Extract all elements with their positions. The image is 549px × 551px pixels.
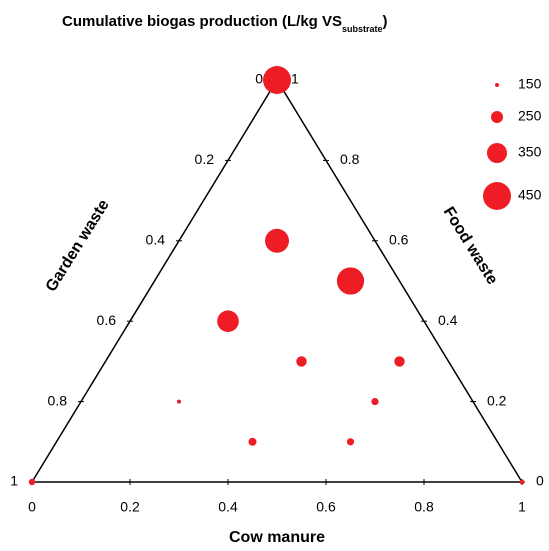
bubble (28, 478, 36, 486)
legend-bubble (491, 111, 503, 123)
bubble (371, 398, 379, 406)
left-axis-title: Garden waste (43, 197, 113, 295)
left-tick-label: 0 (255, 71, 263, 87)
left-tick-label: 0.8 (48, 392, 68, 408)
left-tick-label: 0.4 (146, 232, 166, 248)
bubble (265, 228, 289, 253)
bubble (263, 66, 291, 94)
legend-label: 450 (518, 187, 542, 203)
left-tick-label: 0.6 (97, 312, 117, 328)
right-tick-label: 0.6 (389, 232, 409, 248)
right-tick-label: 1 (291, 71, 299, 87)
title-subscript: substrate (342, 24, 383, 34)
right-tick-label: 0.4 (438, 312, 458, 328)
bottom-tick-label: 0.4 (218, 499, 238, 515)
legend-bubble (483, 182, 511, 210)
bottom-tick-label: 0.6 (316, 499, 336, 515)
bubble (394, 356, 405, 367)
legend-label: 350 (518, 144, 542, 160)
left-tick-label: 1 (10, 473, 18, 489)
bottom-tick-label: 1 (518, 499, 526, 515)
bottom-tick-label: 0 (28, 499, 36, 515)
bottom-tick-label: 0.2 (120, 499, 140, 515)
bottom-axis-title: Cow manure (229, 529, 325, 546)
title-main: Cumulative biogas production (L/kg VS (62, 13, 342, 30)
bubble (296, 356, 307, 367)
legend-bubble (487, 143, 507, 163)
right-tick-label: 0.2 (487, 392, 507, 408)
bubble (248, 437, 257, 446)
bottom-tick-label: 0.8 (414, 499, 434, 515)
legend-label: 250 (518, 108, 542, 124)
right-tick-label: 0 (536, 473, 544, 489)
title-end: ) (383, 13, 388, 30)
bubble (519, 479, 525, 485)
bubble (336, 267, 365, 295)
bubble (346, 438, 355, 446)
triangle (30, 78, 524, 483)
legend-bubble (495, 83, 499, 87)
right-tick-label: 0.8 (340, 151, 360, 167)
right-axis-title: Food waste (440, 204, 501, 288)
left-tick-label: 0.2 (195, 151, 215, 167)
bubble (177, 399, 181, 404)
bubble (217, 310, 239, 333)
chart-title: Cumulative biogas production (L/kg VSsub… (62, 13, 388, 34)
legend-label: 150 (518, 76, 542, 92)
